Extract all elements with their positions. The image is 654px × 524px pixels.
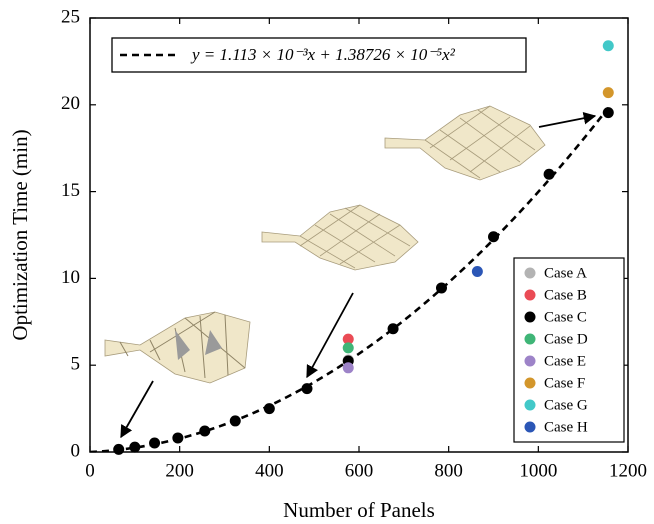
legend-box: [514, 258, 624, 442]
x-tick-label: 400: [255, 460, 284, 481]
legend-label: Case C: [544, 309, 587, 325]
legend-label: Case D: [544, 331, 588, 347]
x-tick-label: 1000: [519, 460, 557, 481]
legend-marker: [525, 290, 536, 301]
legend-marker: [525, 334, 536, 345]
y-axis-label: Optimization Time (min): [8, 129, 32, 340]
y-tick-label: 5: [71, 354, 81, 375]
legend-marker: [525, 312, 536, 323]
legend-marker: [525, 422, 536, 433]
legend-marker: [525, 400, 536, 411]
x-tick-label: 800: [434, 460, 463, 481]
legend-marker: [525, 268, 536, 279]
data-point: [301, 383, 312, 394]
data-point: [603, 87, 614, 98]
data-point: [603, 40, 614, 51]
legend-label: Case H: [544, 419, 588, 435]
x-tick-label: 600: [345, 460, 374, 481]
fit-legend-label: y = 1.113 × 10⁻³x + 1.38726 × 10⁻⁵x²: [190, 45, 456, 64]
legend-marker: [525, 356, 536, 367]
data-point: [388, 323, 399, 334]
origami-medium: [262, 205, 418, 270]
chart: Number of Panels Optimization Time (min)…: [0, 0, 654, 524]
data-point: [343, 362, 354, 373]
data-point: [603, 107, 614, 118]
data-point: [264, 403, 275, 414]
x-tick-label: 0: [85, 460, 95, 481]
x-tick-label: 200: [165, 460, 194, 481]
data-point: [343, 342, 354, 353]
x-tick-label: 1200: [609, 460, 647, 481]
legend-label: Case A: [544, 265, 587, 281]
data-point: [129, 442, 140, 453]
arrow: [539, 116, 595, 127]
y-tick-label: 20: [61, 93, 80, 114]
data-point: [113, 444, 124, 455]
legend-label: Case E: [544, 353, 586, 369]
y-tick-label: 25: [61, 6, 80, 27]
data-point: [149, 437, 160, 448]
data-point: [199, 425, 210, 436]
legend-label: Case B: [544, 287, 587, 303]
y-tick-label: 10: [61, 267, 80, 288]
legend-label: Case F: [544, 375, 585, 391]
legend-label: Case G: [544, 397, 588, 413]
legend-marker: [525, 378, 536, 389]
data-point: [436, 282, 447, 293]
y-tick-label: 15: [61, 180, 80, 201]
x-axis-label: Number of Panels: [283, 498, 435, 522]
data-point: [544, 169, 555, 180]
arrow: [121, 381, 153, 437]
origami-large: [385, 106, 545, 180]
origami-small: [105, 312, 250, 383]
data-point: [230, 415, 241, 426]
y-tick-label: 0: [71, 440, 81, 461]
data-point: [172, 432, 183, 443]
data-point: [472, 266, 483, 277]
data-point: [488, 231, 499, 242]
